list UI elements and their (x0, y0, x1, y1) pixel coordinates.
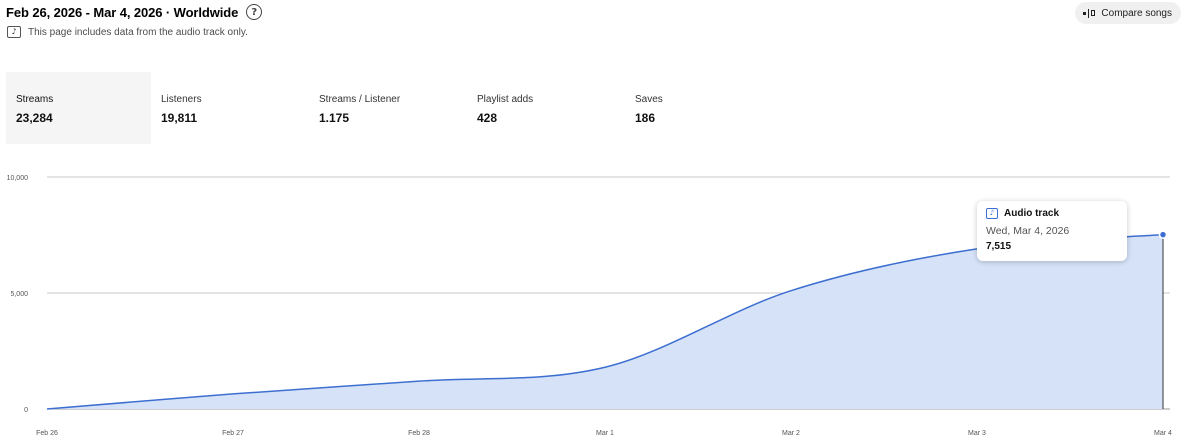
audio-track-notice: ♪ This page includes data from the audio… (7, 26, 248, 38)
metric-value: 186 (635, 111, 656, 125)
metric-tab-streams[interactable]: Streams 23,284 (6, 72, 151, 144)
y-tick-label: 0 (24, 407, 28, 414)
metric-value: 19,811 (161, 111, 198, 125)
metric-tab-playlist-adds[interactable]: Playlist adds 428 (467, 72, 625, 144)
metric-label: Streams (16, 94, 54, 105)
metric-label: Streams / Listener (319, 94, 401, 105)
music-note-icon: ♪ (986, 208, 998, 219)
page-title: Feb 26, 2026 - Mar 4, 2026 · Worldwide ? (6, 4, 263, 20)
x-tick-label: Mar 2 (782, 430, 800, 437)
x-tick-label: Feb 27 (222, 430, 244, 437)
y-tick-label: 10,000 (7, 175, 29, 182)
streams-area-chart[interactable]: 0 5,000 10,000 Feb 26 Feb 27 Feb 28 Mar 1 Mar 2… (0, 160, 1200, 448)
metric-label: Playlist adds (477, 94, 534, 105)
compare-songs-button[interactable]: Compare songs (1074, 2, 1181, 24)
tooltip-series: Audio track (1004, 208, 1060, 219)
metric-tab-streams-per-listener[interactable]: Streams / Listener 1.175 (309, 72, 467, 144)
tooltip-value: 7,515 (986, 241, 1012, 252)
x-tick-label: Feb 26 (36, 430, 58, 437)
x-tick-label: Feb 28 (408, 430, 430, 437)
tooltip-date: Wed, Mar 4, 2026 (986, 225, 1070, 237)
metrics-tabs: Streams 23,284 Listeners 19,811 Streams … (6, 72, 783, 144)
data-point-marker (1158, 230, 1168, 239)
metric-value: 428 (477, 111, 498, 125)
music-note-icon: ♪ (7, 26, 21, 38)
y-tick-label: 5,000 (10, 291, 28, 298)
metric-value: 23,284 (16, 111, 53, 125)
chart-tooltip: ♪ Audio track Wed, Mar 4, 2026 7,515 (977, 201, 1127, 261)
question-circle-icon[interactable]: ? (246, 4, 263, 20)
x-tick-label: Mar 1 (596, 430, 614, 437)
series-area-audio-track (47, 234, 1163, 409)
metric-label: Saves (635, 94, 663, 105)
metric-value: 1.175 (319, 111, 350, 125)
x-tick-label: Mar 3 (968, 430, 986, 437)
metric-label: Listeners (161, 94, 202, 105)
metric-tab-saves[interactable]: Saves 186 (625, 72, 783, 144)
x-tick-label: Mar 4 (1154, 430, 1172, 437)
notice-text: This page includes data from the audio t… (28, 26, 248, 38)
series-line-audio-track (46, 233, 1164, 410)
date-range-title: Feb 26, 2026 - Mar 4, 2026 · Worldwide (6, 4, 239, 20)
compare-icon (1082, 8, 1096, 18)
metric-tab-listeners[interactable]: Listeners 19,811 (151, 72, 309, 144)
compare-songs-label: Compare songs (1101, 7, 1172, 19)
